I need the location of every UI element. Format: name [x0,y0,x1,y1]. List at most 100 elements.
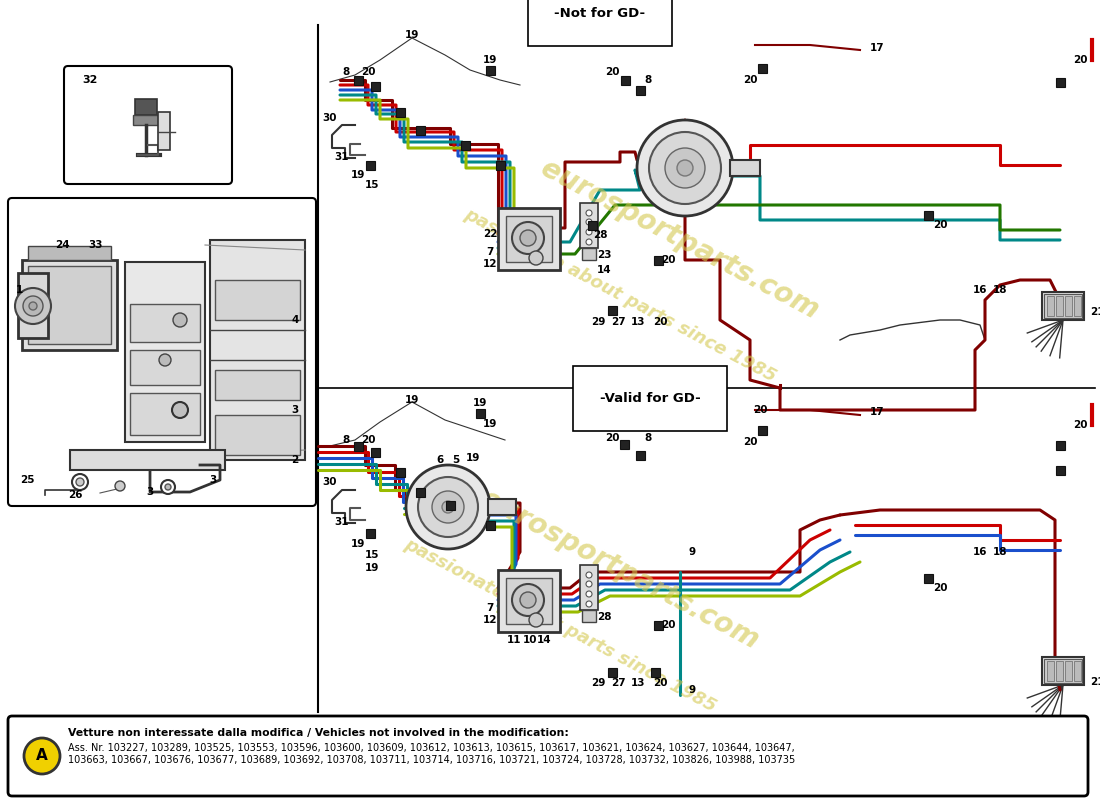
Circle shape [586,239,592,245]
Bar [506,216,552,262]
Bar [1056,466,1065,474]
Circle shape [586,601,592,607]
Text: 19: 19 [483,55,497,65]
Text: 20: 20 [742,75,757,85]
Bar [485,66,495,74]
Text: 8: 8 [342,435,350,445]
Bar [371,447,380,457]
Text: passionate about parts since 1985: passionate about parts since 1985 [461,205,779,386]
Text: 20: 20 [361,435,375,445]
Text: 17: 17 [870,407,884,417]
Bar [653,255,662,265]
Bar [580,203,598,248]
Circle shape [24,738,60,774]
Circle shape [586,572,592,578]
Bar [371,82,380,90]
Bar [214,415,300,455]
Text: 25: 25 [20,475,34,485]
Bar [924,210,933,219]
Bar [28,266,111,344]
Text: Ass. Nr. 103227, 103289, 103525, 103553, 103596, 103600, 103609, 103612, 103613,: Ass. Nr. 103227, 103289, 103525, 103553,… [68,743,795,765]
Circle shape [172,402,188,418]
Bar [396,467,405,477]
Text: A: A [36,749,48,763]
Text: 20: 20 [605,433,619,443]
Text: 3: 3 [146,487,154,497]
Circle shape [512,584,544,616]
Text: 20: 20 [933,220,947,230]
FancyBboxPatch shape [8,716,1088,796]
Text: 21: 21 [1090,677,1100,687]
Bar [498,208,560,270]
Bar [582,610,596,622]
Bar [1056,441,1065,450]
Circle shape [161,480,175,494]
FancyBboxPatch shape [64,66,232,184]
Text: 26: 26 [68,490,82,500]
Bar [353,75,363,85]
Bar [650,667,660,677]
Bar [416,126,425,134]
Bar [653,621,662,630]
Bar [730,160,760,176]
Text: 9: 9 [689,685,695,695]
Text: 31: 31 [334,517,350,527]
Circle shape [165,484,170,490]
Text: 27: 27 [610,317,625,327]
Text: 20: 20 [752,405,768,415]
Bar [416,487,425,497]
Bar [1074,661,1081,681]
Text: 19: 19 [365,563,380,573]
Text: 15: 15 [365,180,380,190]
Text: 3: 3 [292,405,298,415]
Bar [607,306,616,314]
Text: 12: 12 [483,615,497,625]
Text: 30: 30 [322,113,338,123]
Text: Vetture non interessate dalla modifica / Vehicles not involved in the modificati: Vetture non interessate dalla modifica /… [68,728,569,738]
Bar [1044,659,1082,683]
Circle shape [649,132,720,204]
Text: 20: 20 [933,583,947,593]
Text: 32: 32 [82,75,98,85]
Bar [619,439,628,449]
Text: 20: 20 [361,67,375,77]
Text: 13: 13 [630,317,646,327]
Text: 28: 28 [596,612,612,622]
Text: 8: 8 [645,433,651,443]
Bar [353,442,363,450]
Circle shape [586,229,592,235]
Circle shape [173,313,187,327]
Circle shape [116,481,125,491]
Bar [580,565,598,610]
Bar [210,240,305,460]
Text: 2: 2 [292,455,298,465]
Bar [924,574,933,582]
Circle shape [512,222,544,254]
Text: 19: 19 [483,419,497,429]
Bar [214,280,300,320]
Bar [396,107,405,117]
Text: 4: 4 [292,315,299,325]
Text: -Valid for GD-: -Valid for GD- [600,392,701,405]
Text: 29: 29 [591,678,605,688]
Circle shape [432,491,464,523]
Text: 20: 20 [661,255,675,265]
Circle shape [586,219,592,225]
Bar [158,112,170,150]
Text: eurosportparts.com: eurosportparts.com [536,154,824,326]
Bar [70,450,226,470]
Bar [1074,296,1081,316]
Text: passionate about parts since 1985: passionate about parts since 1985 [402,534,719,715]
Circle shape [586,581,592,587]
Bar [28,246,111,260]
Circle shape [529,613,543,627]
Text: 20: 20 [652,678,668,688]
Text: 15: 15 [365,550,380,560]
Text: 8: 8 [342,67,350,77]
Bar [135,99,157,115]
Circle shape [76,478,84,486]
Text: 3: 3 [209,475,217,485]
Text: 14: 14 [596,265,612,275]
Text: 20: 20 [652,317,668,327]
Bar [498,570,560,632]
